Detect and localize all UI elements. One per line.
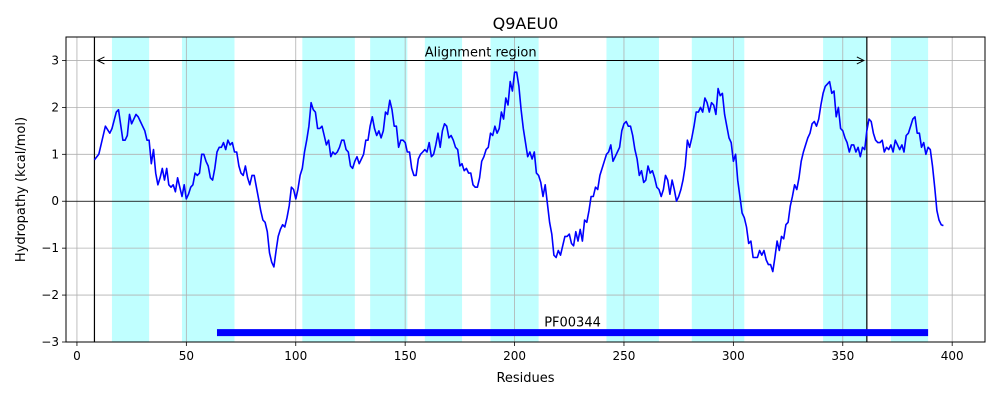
- y-tick-label: −2: [41, 288, 59, 302]
- x-tick-label: 200: [503, 349, 526, 363]
- x-tick-label: 300: [722, 349, 745, 363]
- tm-bands: [111, 37, 929, 342]
- y-axis-label: Hydropathy (kcal/mol): [14, 117, 29, 262]
- tm-region-band: [691, 37, 745, 342]
- y-tick-label: 3: [51, 53, 59, 67]
- x-axis-label: Residues: [496, 371, 554, 386]
- y-tick-label: 0: [51, 194, 59, 208]
- domain-bar: [216, 329, 929, 337]
- x-tick-label: 350: [831, 349, 854, 363]
- domain-label: PF00344: [544, 316, 601, 331]
- y-tick-label: 1: [51, 147, 59, 161]
- x-tick-label: 150: [394, 349, 417, 363]
- tm-region-band: [606, 37, 659, 342]
- series-layer: [93, 71, 944, 273]
- x-tick-label: 50: [179, 349, 194, 363]
- tm-region-band: [111, 37, 150, 342]
- chart-title: Q9AEU0: [493, 14, 559, 33]
- reference-lines: [66, 37, 985, 342]
- y-tick-label: −3: [41, 335, 59, 349]
- alignment-region-label: Alignment region: [425, 45, 537, 60]
- axis-ticks: 0 50 100 150 200 250 300 350 400 −3 −2 −1 0 1 2 3: [41, 53, 963, 363]
- x-tick-label: 0: [73, 349, 81, 363]
- x-tick-label: 100: [284, 349, 307, 363]
- x-tick-label: 250: [613, 349, 636, 363]
- tm-region-band: [370, 37, 408, 342]
- tm-region-band: [302, 37, 355, 342]
- tm-region-band: [424, 37, 463, 342]
- x-tick-label: 400: [941, 349, 964, 363]
- y-tick-label: −1: [41, 241, 59, 255]
- alignment-arrowhead-right: [856, 56, 865, 65]
- alignment-arrowhead-left: [96, 56, 105, 65]
- annotation-layer: [96, 56, 865, 65]
- domain-layer: [216, 329, 929, 337]
- y-tick-label: 2: [51, 100, 59, 114]
- hydropathy-line: [93, 71, 944, 273]
- plot-frame: [65, 36, 986, 343]
- tm-region-band: [890, 37, 929, 342]
